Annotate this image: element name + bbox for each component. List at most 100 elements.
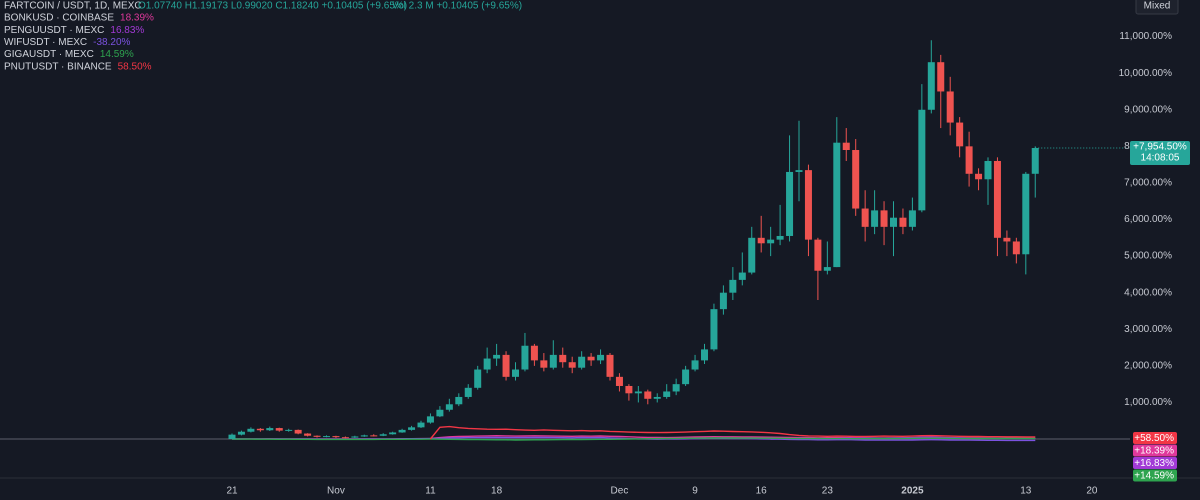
candle-body: [313, 435, 321, 437]
candle-body: [237, 431, 245, 435]
legend-value: 58.50%: [118, 61, 152, 72]
candle-body: [247, 428, 255, 432]
legend-value: -38.20%: [93, 37, 130, 48]
candle-body: [719, 292, 727, 310]
x-tick-label: Nov: [327, 486, 345, 497]
candle-body: [748, 237, 756, 273]
ohlc-readout: O1.07740 H1.19173 L0.99020 C1.18240 +0.1…: [138, 1, 407, 12]
candle-body: [625, 385, 633, 394]
candle-body: [871, 210, 879, 227]
plot-area: [0, 40, 1130, 442]
candle-body: [275, 428, 283, 431]
candle-body: [842, 142, 850, 151]
candle-body: [615, 376, 623, 386]
candle-body: [701, 349, 708, 361]
candle-body: [398, 429, 406, 433]
candle-body: [266, 428, 274, 431]
compare-line: [231, 437, 1036, 441]
candle-body: [559, 354, 567, 363]
x-tick-label: 9: [692, 486, 698, 497]
candle-body: [606, 354, 614, 377]
candle-body: [483, 358, 491, 370]
x-tick-label: 23: [822, 486, 834, 497]
candle-body: [294, 429, 302, 434]
compare-badge-label: +18.39%: [1134, 446, 1174, 457]
candle-body: [379, 434, 387, 436]
candle-body: [587, 356, 595, 361]
compare-badge-label: +16.83%: [1134, 458, 1174, 469]
candle-body: [389, 432, 397, 435]
x-tick-label: 18: [491, 486, 503, 497]
candle-body: [880, 210, 888, 227]
x-tick-label: 13: [1020, 486, 1032, 497]
legend-name: WIFUSDT · MEXC: [4, 37, 87, 48]
candle-body: [436, 409, 444, 417]
candle-body: [861, 208, 869, 227]
countdown-label: 14:08:05: [1141, 153, 1180, 164]
mode-button[interactable]: [1135, 0, 1179, 15]
candle-body: [729, 279, 737, 293]
y-tick-label: 4,000.00%: [1124, 287, 1172, 298]
compare-badge: [1133, 469, 1177, 482]
legend-value: 14.59%: [100, 49, 134, 60]
candle-body: [455, 396, 463, 405]
candle-body: [464, 387, 472, 397]
candle-body: [597, 354, 605, 361]
y-tick-label: 6,000.00%: [1124, 214, 1172, 225]
y-tick-label: 10,000.00%: [1119, 68, 1172, 79]
candle-body: [993, 160, 1001, 238]
candle-body: [256, 428, 264, 431]
y-tick-label: 9,000.00%: [1124, 104, 1172, 115]
y-tick-label: 11,000.00%: [1119, 31, 1172, 42]
candle-body: [417, 422, 425, 428]
candle-body: [1012, 241, 1020, 255]
candle-body: [549, 354, 557, 368]
compare-badge: [1133, 432, 1177, 444]
candle-body: [975, 173, 983, 180]
candle-body: [682, 369, 690, 385]
candle-body: [804, 170, 812, 240]
candle-body: [691, 360, 699, 370]
x-tick-label: Dec: [611, 486, 629, 497]
legend-name: BONKUSD · COINBASE: [4, 13, 114, 24]
candle-body: [672, 384, 680, 392]
compare-badge: [1133, 444, 1177, 457]
candle-body: [918, 109, 926, 211]
x-tick-label: 20: [1086, 486, 1098, 497]
candle-body: [965, 146, 973, 174]
x-tick-label: 2025: [901, 486, 924, 497]
candle-body: [370, 435, 378, 437]
candle-body: [653, 396, 661, 399]
candle-body: [757, 237, 765, 244]
candle-body: [228, 434, 236, 440]
x-tick-label: 11: [425, 486, 436, 497]
legend-value: 16.83%: [110, 25, 144, 36]
candle-body: [512, 369, 519, 377]
candle-body: [304, 433, 312, 436]
candle-body: [634, 391, 642, 394]
candle-body: [351, 436, 359, 438]
candle-body: [984, 160, 992, 180]
candle-body: [710, 309, 718, 350]
candle-body: [795, 170, 803, 172]
volume-readout: Vol 2.3 M +0.10405 (+9.65%): [392, 1, 522, 12]
candle-body: [937, 62, 945, 92]
last-price-badge: [1130, 141, 1190, 166]
candle-body: [530, 345, 538, 361]
candle-body: [285, 429, 293, 431]
candle-body: [927, 62, 935, 110]
legend-name: PNUTUSDT · BINANCE: [4, 61, 112, 72]
candle-body: [568, 362, 576, 368]
candle-body: [1031, 148, 1039, 174]
candle-body: [408, 427, 416, 430]
y-tick-label: 5,000.00%: [1124, 251, 1172, 262]
candle-body: [890, 217, 897, 227]
last-price-label: +7,954.50%: [1133, 142, 1187, 153]
y-tick-label: 7,000.00%: [1124, 178, 1172, 189]
candle-body: [502, 354, 510, 377]
mode-button-label[interactable]: Mixed: [1144, 1, 1171, 12]
candle-body: [852, 150, 860, 209]
compare-badge-label: +14.59%: [1134, 471, 1174, 482]
